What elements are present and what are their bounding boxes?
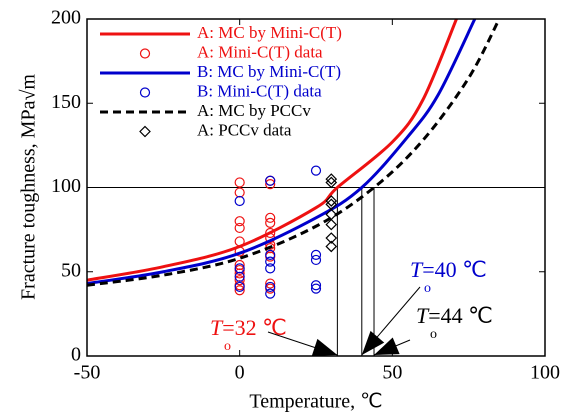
- annotation-arrowhead: [374, 337, 400, 355]
- legend-label: B: MC by Mini-C(T): [197, 62, 341, 81]
- legend-swatch: [139, 48, 151, 59]
- data-point: [310, 165, 322, 176]
- legend-label: A: MC by PCCv: [197, 101, 311, 120]
- annotation-symbol: T: [410, 257, 424, 282]
- annotation-subscript: o: [430, 327, 437, 342]
- data-point: [265, 227, 276, 239]
- data-point: [265, 281, 276, 293]
- curve: [87, 19, 477, 286]
- data-point: [265, 212, 276, 223]
- x-axis-label: Temperature, ℃: [249, 391, 382, 413]
- y-tick-label: 0: [71, 344, 81, 366]
- legend-label: B: Mini-C(T) data: [197, 81, 322, 100]
- y-tick-label: 100: [51, 175, 81, 197]
- y-axis-label: Fracture toughness, MPa√m: [18, 74, 40, 300]
- data-point: [310, 283, 322, 294]
- data-point: [265, 278, 276, 289]
- y-tick-label: 150: [51, 91, 81, 113]
- data-point: [265, 175, 276, 186]
- annotation-subscript: o: [424, 281, 431, 296]
- annotation: T=40 ℃: [410, 257, 487, 282]
- annotation-subscript: o: [224, 339, 231, 354]
- data-point: [234, 236, 245, 247]
- curve: [87, 19, 458, 282]
- legend-label: A: MC by Mini-C(T): [197, 23, 342, 42]
- data-point: [310, 254, 322, 266]
- data-point: [325, 173, 338, 185]
- data-point: [234, 195, 245, 207]
- data-point: [234, 285, 245, 296]
- data-point: [265, 288, 276, 299]
- legend-label: A: PCCv data: [197, 120, 292, 139]
- annotation: T=44 ℃: [416, 303, 493, 328]
- plot-area: [87, 19, 545, 356]
- annotation-arrowhead: [311, 338, 338, 356]
- data-point: [325, 195, 338, 207]
- legend-swatch: [139, 87, 151, 98]
- data-point: [234, 177, 245, 188]
- legend-swatch: [139, 125, 151, 138]
- data-point: [265, 179, 276, 190]
- annotation-symbol: T: [210, 315, 224, 340]
- curve: [87, 19, 501, 287]
- data-point: [325, 232, 338, 244]
- data-point: [265, 263, 276, 274]
- data-point: [310, 280, 322, 291]
- annotation-text: =44 ℃: [428, 303, 493, 328]
- data-point: [234, 275, 245, 286]
- data-point: [234, 187, 245, 198]
- annotation-symbol: T: [416, 303, 430, 328]
- data-point: [325, 176, 338, 189]
- data-point: [265, 256, 276, 267]
- data-point: [325, 240, 338, 253]
- data-point: [310, 249, 322, 260]
- x-tick-label: 100: [530, 362, 560, 384]
- legend-label: A: Mini-C(T) data: [197, 42, 323, 61]
- data-point: [265, 217, 276, 228]
- x-tick-label: -50: [74, 362, 101, 384]
- data-point: [234, 216, 245, 227]
- y-tick-label: 200: [51, 7, 81, 29]
- x-tick-label: 0: [235, 362, 245, 384]
- data-point: [265, 249, 276, 260]
- data-point: [234, 281, 245, 293]
- annotation: T=32 ℃: [210, 315, 287, 340]
- x-tick-label: 50: [382, 362, 402, 384]
- annotation-arrowhead: [361, 330, 385, 355]
- y-tick-label: 50: [61, 259, 81, 281]
- data-point: [234, 222, 245, 234]
- data-point: [325, 218, 338, 231]
- data-point: [234, 268, 245, 279]
- annotation-text: =40 ℃: [422, 257, 487, 282]
- data-point: [234, 271, 245, 282]
- annotation-text: =32 ℃: [222, 315, 287, 340]
